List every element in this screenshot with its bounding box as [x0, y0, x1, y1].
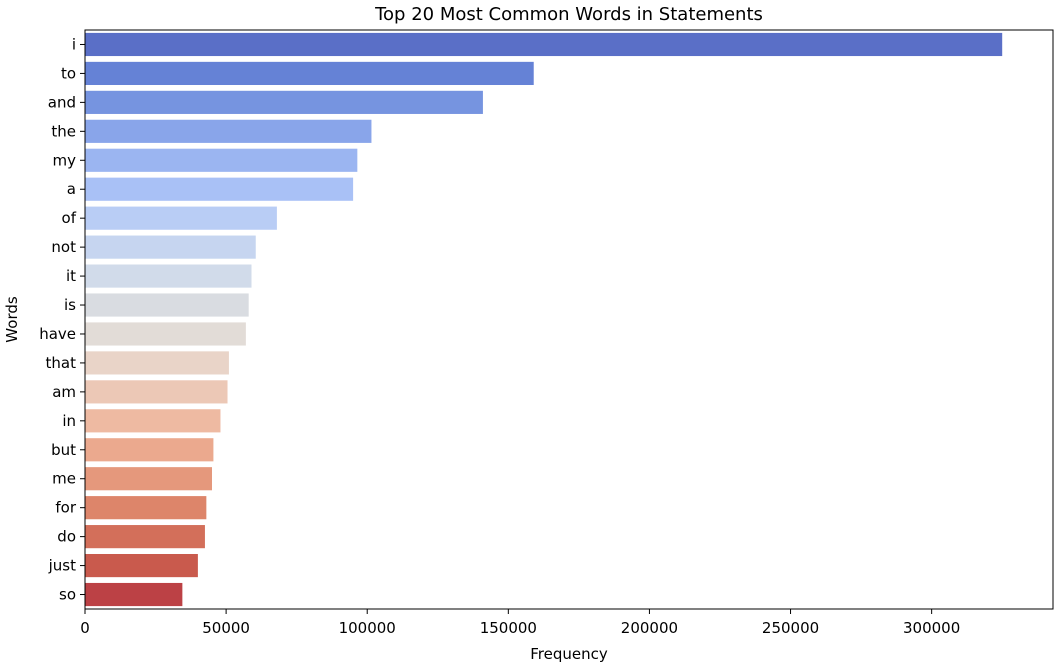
y-tick-label: of — [62, 209, 77, 227]
bar-just — [85, 553, 198, 578]
bar-to — [85, 61, 534, 86]
y-tick-label: so — [59, 586, 76, 604]
y-tick-label: am — [52, 383, 76, 401]
y-tick-label: is — [64, 296, 76, 314]
bar-for — [85, 496, 207, 520]
y-tick-label: me — [52, 470, 76, 488]
bar-have — [85, 322, 246, 346]
y-tick-label: just — [48, 557, 76, 575]
bar-am — [85, 380, 228, 404]
x-tick-label: 100000 — [339, 619, 396, 637]
bar-my — [85, 148, 358, 172]
bar-i — [85, 32, 1003, 57]
x-axis-label: Frequency — [530, 645, 608, 663]
plot-frame — [84, 29, 1054, 610]
y-tick-label: for — [55, 499, 76, 517]
y-tick-label: it — [66, 267, 76, 285]
y-tick-label: not — [51, 238, 76, 256]
y-axis-label: Words — [3, 296, 21, 343]
x-tick-label: 150000 — [480, 619, 537, 637]
bar-but — [85, 438, 214, 462]
x-axis-ticks: 0 50000 100000 150000 200000 250000 300000 — [80, 609, 960, 637]
y-tick-label: do — [57, 528, 76, 546]
y-tick-label: to — [61, 64, 76, 82]
bar-the — [85, 119, 372, 143]
bar-me — [85, 467, 212, 491]
bar-so — [85, 582, 183, 607]
bar-not — [85, 235, 256, 259]
x-tick-label: 250000 — [762, 619, 819, 637]
y-tick-label: that — [46, 354, 77, 372]
bar-of — [85, 206, 277, 230]
y-tick-label: and — [48, 93, 76, 111]
bar-and — [85, 90, 483, 114]
y-tick-label: but — [51, 441, 76, 459]
y-tick-label: my — [53, 151, 77, 169]
bar-do — [85, 525, 205, 549]
y-axis-ticks: i to and the my a of not it is have that am in but me fo… — [39, 35, 85, 604]
bar-is — [85, 293, 249, 317]
bar-in — [85, 409, 221, 433]
y-tick-label: have — [39, 325, 76, 343]
x-tick-label: 50000 — [202, 619, 250, 637]
bars-group — [85, 32, 1003, 607]
y-tick-label: the — [51, 122, 76, 140]
bar-it — [85, 264, 252, 288]
y-tick-label: in — [62, 412, 76, 430]
chart-title: Top 20 Most Common Words in Statements — [374, 4, 763, 25]
y-tick-label: a — [67, 180, 76, 198]
x-tick-label: 300000 — [903, 619, 960, 637]
bar-that — [85, 351, 229, 375]
y-tick-label: i — [72, 35, 76, 53]
x-tick-label: 0 — [80, 619, 90, 637]
bar-a — [85, 177, 354, 201]
x-tick-label: 200000 — [621, 619, 678, 637]
